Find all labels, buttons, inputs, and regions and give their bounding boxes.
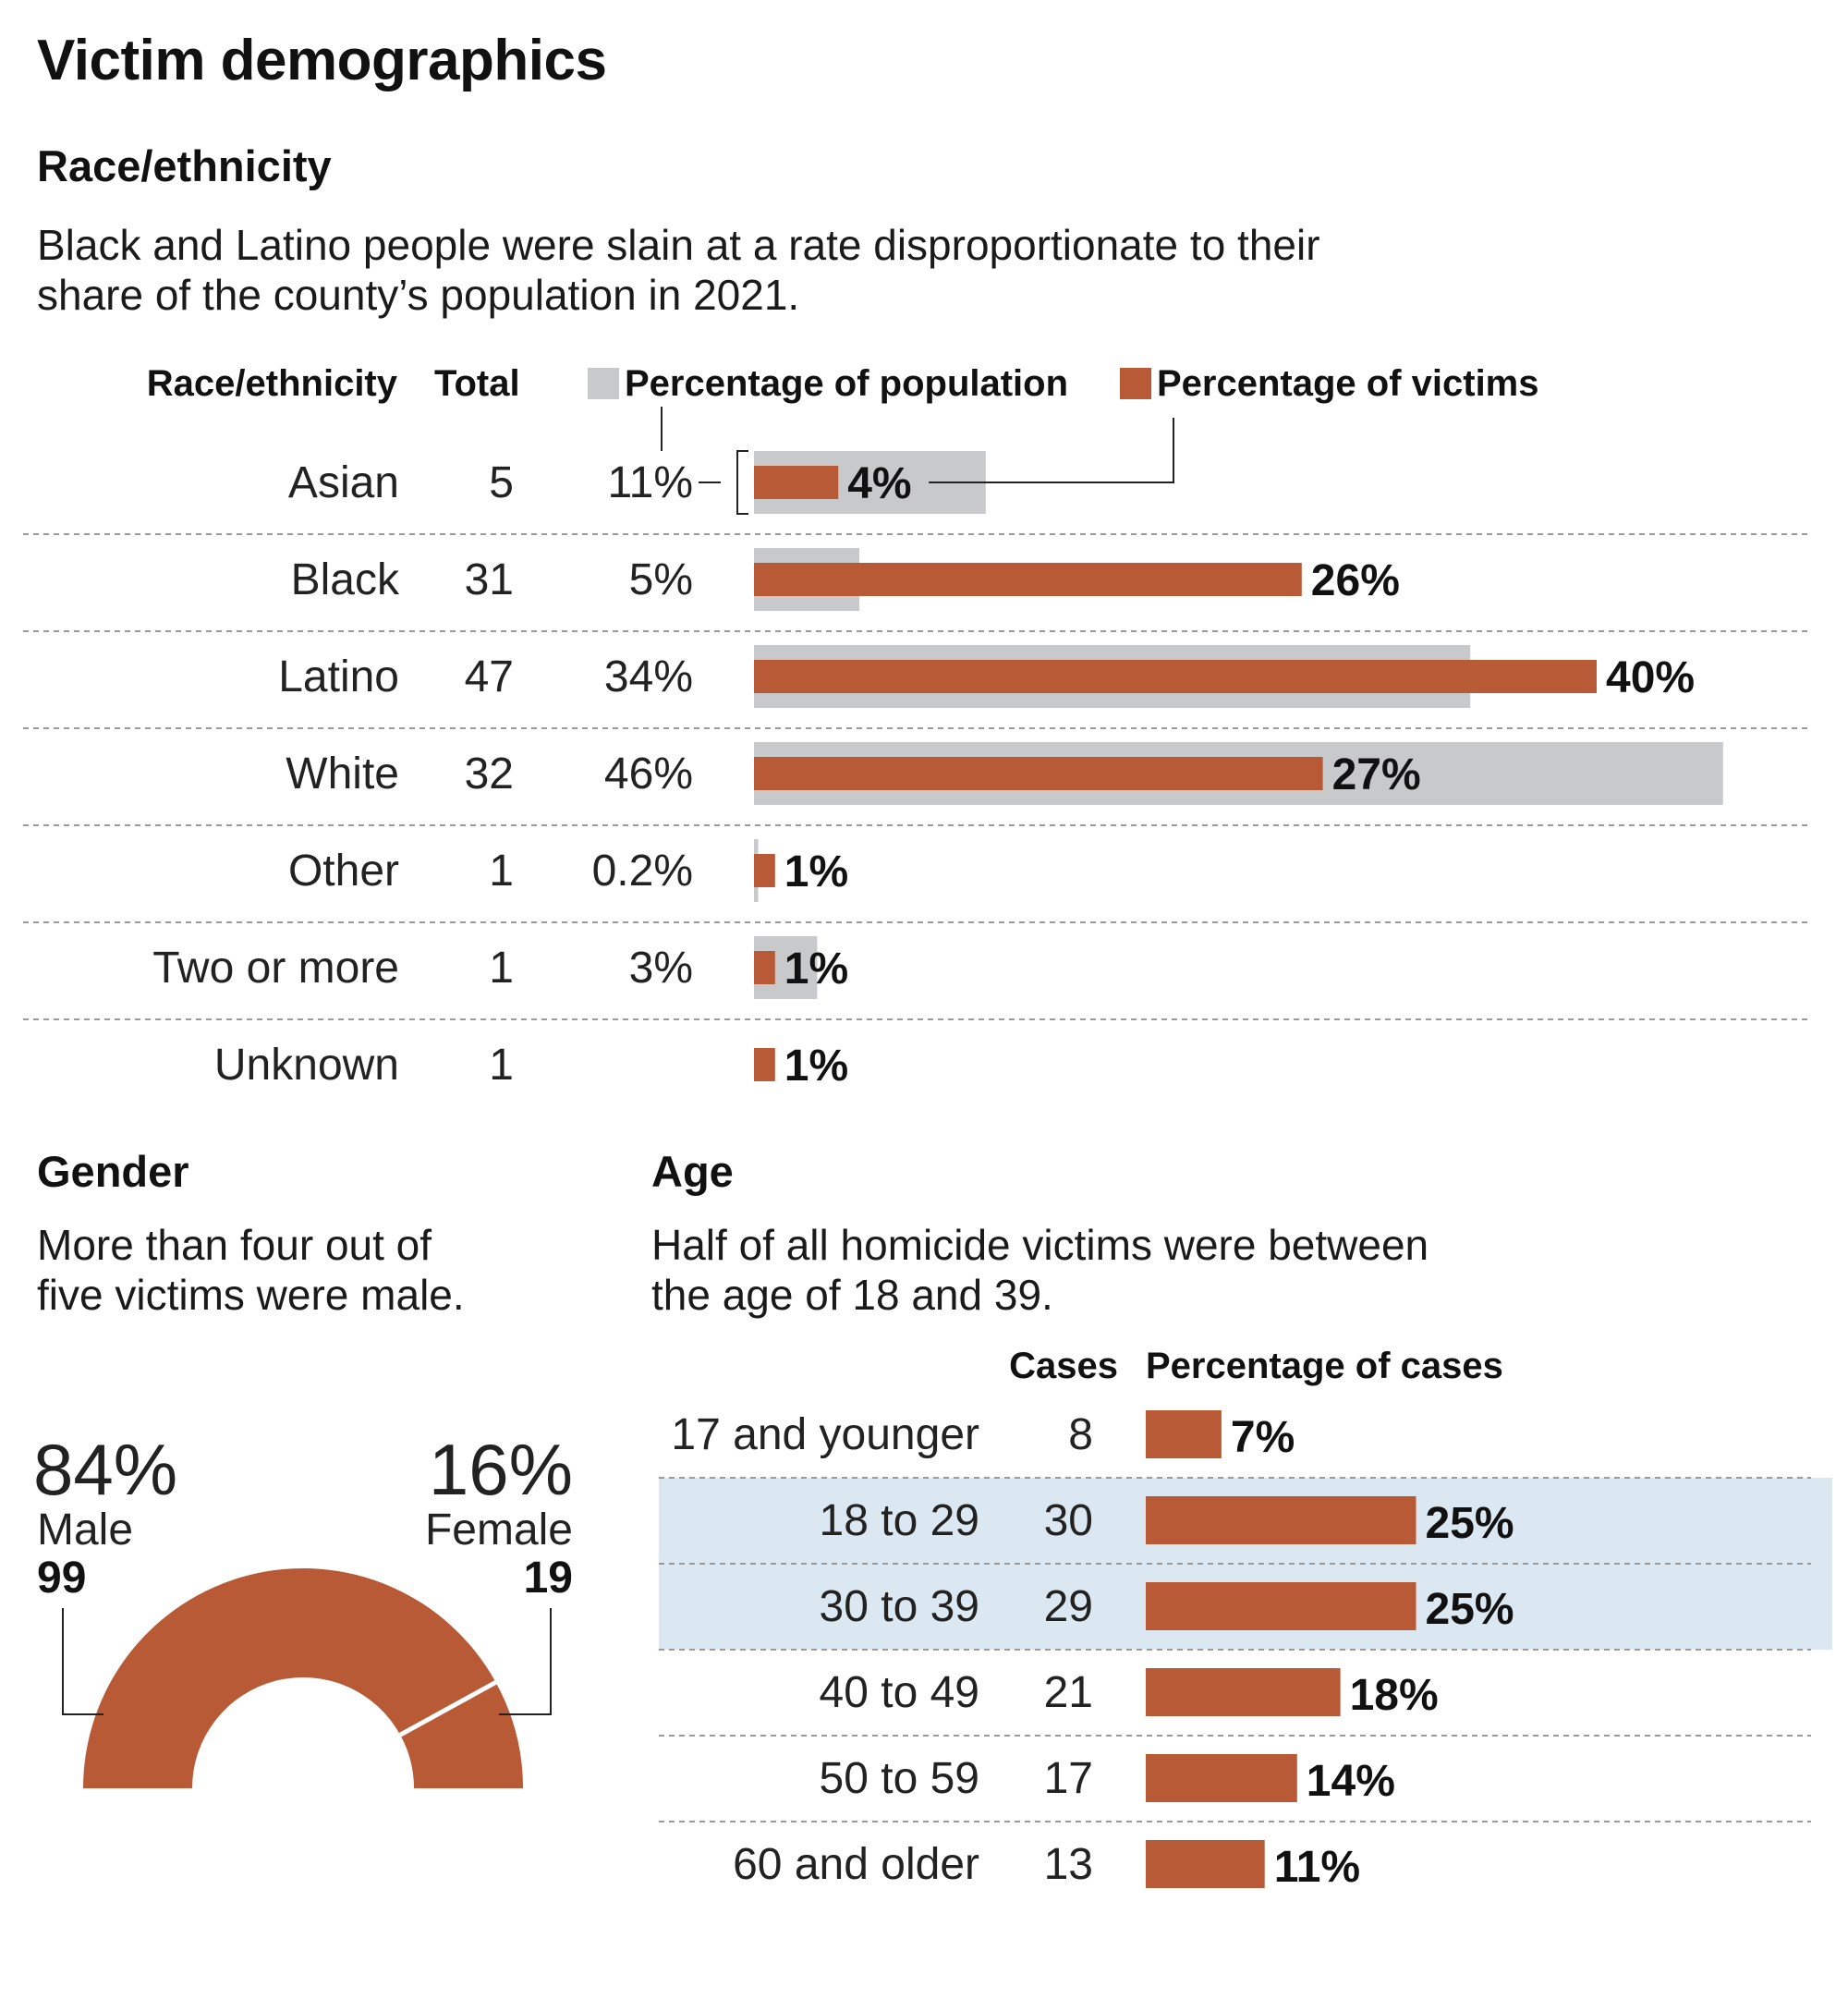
female-count: 19 — [523, 1554, 573, 1603]
race-description-line2: share of the county’s population in 2021… — [37, 271, 800, 319]
race-chart: Asian 5 11% 4%Black 31 5% 26%Latino 47 34% 40%Whi… — [23, 407, 1809, 1091]
female-segment — [400, 1682, 523, 1788]
race-label: White — [286, 750, 399, 798]
age-label: 40 to 49 — [820, 1668, 979, 1717]
race-label: Black — [291, 555, 400, 604]
legend-population: Percentage of population — [588, 363, 1068, 405]
race-total: 31 — [465, 555, 514, 604]
victims-pct-label: 27% — [1332, 750, 1421, 799]
race-label: Two or more — [152, 944, 399, 993]
age-label: 50 to 59 — [820, 1754, 979, 1803]
age-pct-label: 25% — [1426, 1585, 1514, 1634]
cases-col-header: Cases — [1009, 1346, 1118, 1386]
age-label: 30 to 39 — [820, 1582, 979, 1631]
race-label: Latino — [278, 652, 399, 701]
age-pct-label: 11% — [1274, 1843, 1360, 1892]
age-pct-label: 14% — [1307, 1757, 1395, 1806]
age-pct-label: 25% — [1426, 1499, 1514, 1548]
population-pct-label: 34% — [604, 652, 693, 701]
population-pct-label: 11% — [607, 458, 693, 507]
age-description-line2: the age of 18 and 39. — [651, 1271, 1053, 1319]
race-total: 47 — [465, 652, 514, 701]
race-description: Black and Latino people were slain at a … — [37, 220, 1320, 320]
age-pct-label: 7% — [1231, 1413, 1295, 1462]
race-total: 5 — [489, 458, 514, 507]
race-total: 1 — [489, 1041, 514, 1090]
race-label: Asian — [288, 458, 399, 507]
age-description: Half of all homicide victims were betwee… — [651, 1220, 1429, 1320]
population-bracket — [699, 450, 748, 515]
legend-population-label: Percentage of population — [625, 363, 1069, 404]
age-cases: 17 — [1044, 1754, 1093, 1803]
victims-bar — [754, 563, 1302, 596]
age-cases: 21 — [1044, 1668, 1093, 1717]
race-total: 1 — [489, 847, 514, 896]
legend-victims: Percentage of victims — [1120, 363, 1539, 405]
segment-divider — [398, 1680, 497, 1737]
age-bar — [1146, 1668, 1341, 1716]
age-cases: 30 — [1044, 1496, 1093, 1545]
male-label: Male — [37, 1505, 134, 1554]
population-pct-label: 46% — [604, 750, 693, 798]
race-total: 1 — [489, 944, 514, 993]
legend-victims-label: Percentage of victims — [1157, 363, 1539, 404]
gender-description-line1: More than four out of — [37, 1221, 432, 1269]
race-heading: Race/ethnicity — [37, 141, 332, 190]
male-count: 99 — [37, 1554, 87, 1603]
race-total: 32 — [465, 750, 514, 798]
legend-population-swatch — [588, 368, 619, 399]
population-pct-label: 0.2% — [592, 847, 693, 896]
legend-victims-swatch — [1120, 368, 1151, 399]
age-cases: 8 — [1068, 1410, 1093, 1459]
race-col-header: Race/ethnicity — [146, 363, 397, 404]
age-heading: Age — [651, 1147, 734, 1196]
victims-bar — [754, 951, 775, 984]
victims-pct-label: 26% — [1311, 556, 1400, 605]
victims-bar — [754, 854, 775, 887]
female-percent: 16% — [428, 1429, 573, 1510]
victims-pct-label: 40% — [1606, 653, 1695, 702]
age-label: 60 and older — [733, 1840, 979, 1889]
male-segment — [82, 1568, 496, 1788]
population-pct-label: 3% — [629, 944, 693, 993]
age-label: 17 and younger — [671, 1410, 979, 1459]
age-cases: 29 — [1044, 1582, 1093, 1631]
male-percent: 84% — [33, 1429, 178, 1510]
race-description-line1: Black and Latino people were slain at a … — [37, 221, 1320, 269]
age-pct-label: 18% — [1350, 1671, 1439, 1720]
victims-pct-label: 1% — [784, 1042, 848, 1091]
age-bar — [1146, 1754, 1297, 1802]
total-col-header: Total — [434, 363, 520, 404]
gender-heading: Gender — [37, 1147, 189, 1196]
age-bar — [1146, 1496, 1416, 1544]
age-bar — [1146, 1582, 1416, 1630]
population-pct-label: 5% — [629, 555, 693, 604]
victims-leader-line — [929, 418, 1174, 483]
male-leader-line — [62, 1608, 103, 1715]
gender-description: More than four out of five victims were … — [37, 1220, 465, 1320]
age-label: 18 to 29 — [820, 1496, 979, 1545]
page-title: Victim demographics — [37, 29, 607, 92]
race-label: Other — [288, 847, 399, 896]
gender-chart — [62, 1568, 552, 1788]
victims-pct-label: 1% — [784, 945, 848, 993]
victims-pct-label: 4% — [847, 459, 911, 508]
victims-pct-label: 1% — [784, 847, 848, 896]
victims-bar — [754, 660, 1597, 693]
age-description-line1: Half of all homicide victims were betwee… — [651, 1221, 1429, 1269]
victims-bar — [754, 757, 1323, 790]
female-leader-line — [499, 1608, 552, 1715]
victims-bar — [754, 466, 839, 499]
female-label: Female — [424, 1505, 573, 1554]
age-cases: 13 — [1044, 1840, 1093, 1889]
age-bar — [1146, 1410, 1222, 1458]
race-label: Unknown — [214, 1041, 399, 1090]
victims-bar — [754, 1048, 775, 1081]
gender-description-line2: five victims were male. — [37, 1271, 465, 1319]
pct-cases-col-header: Percentage of cases — [1146, 1346, 1503, 1386]
age-bar — [1146, 1840, 1265, 1888]
